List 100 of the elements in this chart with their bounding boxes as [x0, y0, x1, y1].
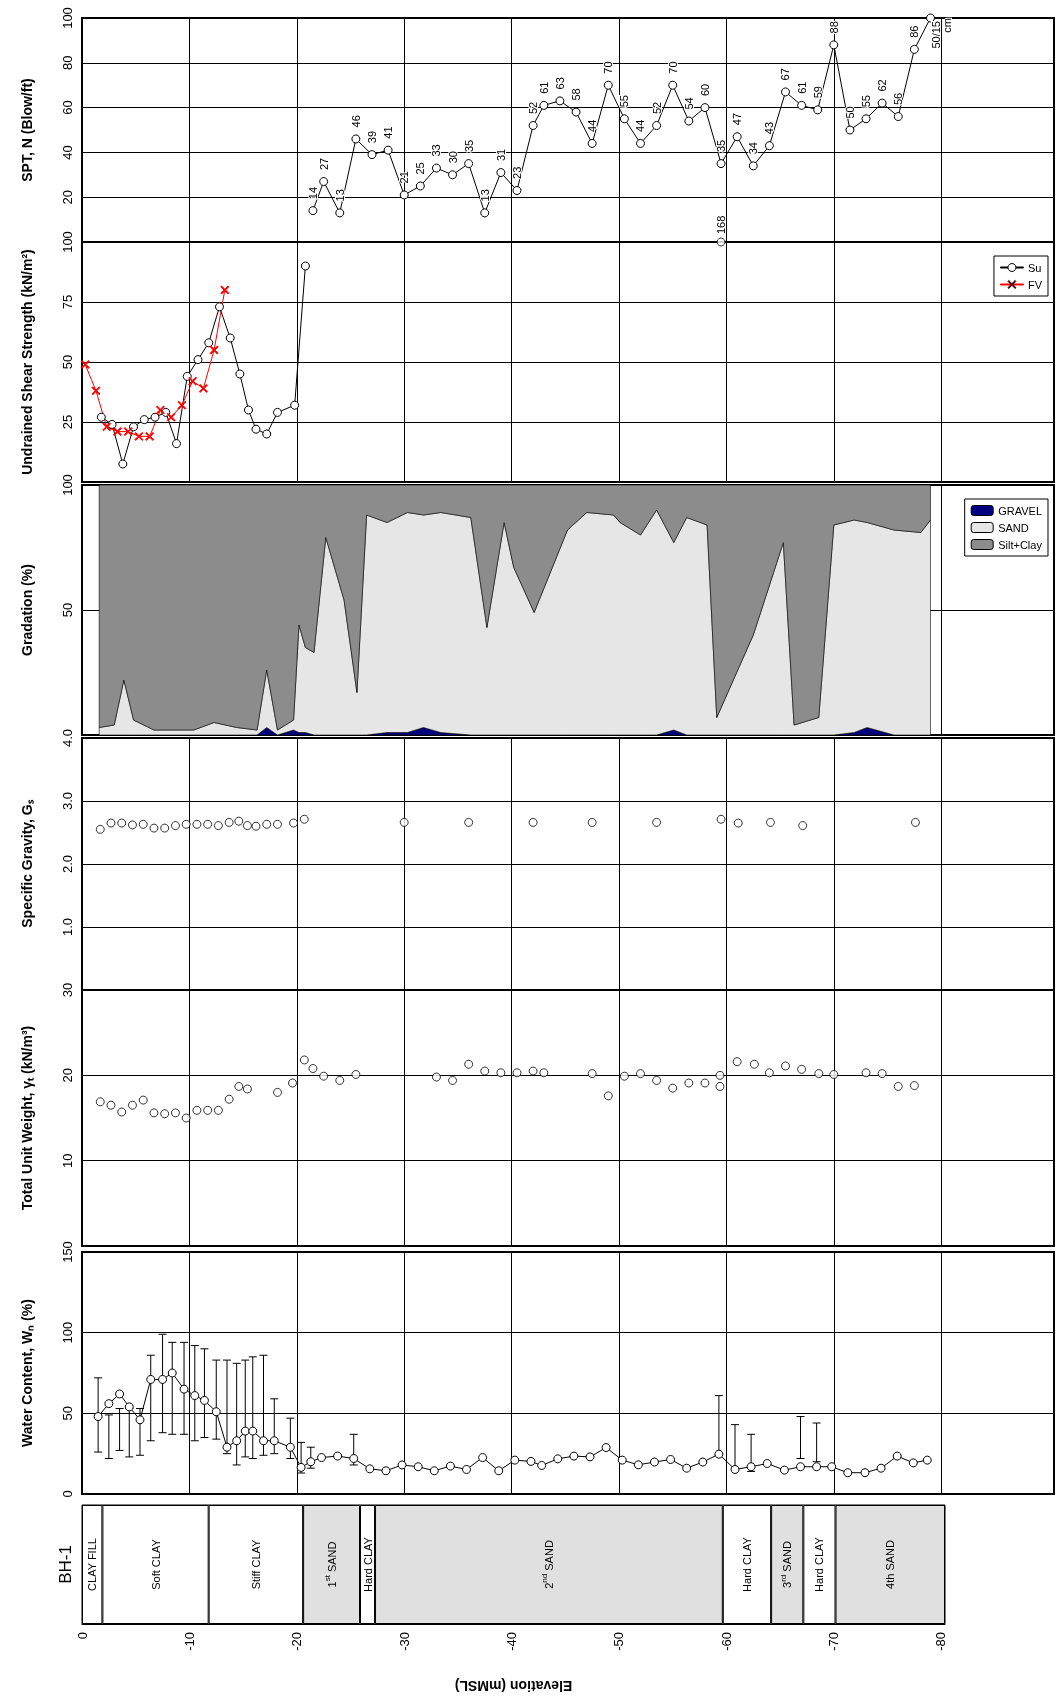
point — [300, 261, 310, 271]
x-tick-label: -70 — [825, 1632, 841, 1651]
data-label: 70 — [602, 61, 615, 74]
point — [603, 1091, 613, 1101]
point — [235, 369, 245, 379]
y-tick-label: 25 — [60, 414, 75, 430]
data-label: 43 — [763, 121, 776, 135]
series-label: Hard CLAY — [813, 1536, 826, 1592]
point — [666, 1454, 676, 1464]
legend-label: FV — [1027, 278, 1043, 291]
point — [892, 1451, 902, 1461]
point — [211, 1407, 221, 1417]
y-tick-label: 1.0 — [60, 917, 75, 937]
data-label: 39 — [365, 130, 378, 144]
series-label: Stiff CLAY — [249, 1538, 262, 1590]
point — [243, 405, 253, 415]
point — [248, 1426, 258, 1436]
point — [399, 190, 409, 200]
data-label: 61 — [795, 81, 808, 94]
point — [746, 1462, 756, 1472]
point — [160, 1109, 170, 1119]
point — [91, 386, 101, 396]
point — [893, 112, 903, 122]
point — [95, 1097, 105, 1107]
y-tick-label: 3.0 — [60, 791, 75, 811]
point — [603, 80, 613, 90]
point — [909, 44, 919, 54]
y-tick-label: 40 — [60, 145, 75, 160]
y-tick-label: 2.0 — [60, 854, 75, 874]
point — [649, 1457, 659, 1467]
point — [633, 1460, 643, 1470]
x-tick-label: -50 — [611, 1632, 627, 1651]
y-tick-label: 75 — [60, 294, 75, 310]
point — [716, 237, 726, 247]
data-label: 33 — [430, 144, 443, 157]
data-label: 88 — [827, 21, 840, 34]
point — [716, 159, 726, 169]
point — [104, 1399, 114, 1409]
series-label: 3rd SAND — [778, 1541, 794, 1588]
data-label: 55 — [860, 95, 873, 108]
data-label: 47 — [731, 112, 744, 126]
point — [496, 168, 506, 178]
point — [464, 159, 474, 169]
point — [251, 424, 261, 434]
point — [668, 80, 678, 90]
point — [319, 177, 329, 187]
series-label: CLAY FILL — [86, 1538, 99, 1591]
point — [220, 285, 230, 295]
series-label: 2nd SAND — [540, 1540, 555, 1589]
point — [922, 1455, 932, 1465]
data-label: 31 — [494, 148, 507, 162]
point — [779, 1465, 789, 1475]
data-label: 30 — [446, 151, 459, 164]
point — [188, 376, 198, 386]
point — [93, 1412, 103, 1422]
data-label: 41 — [382, 126, 395, 139]
point — [170, 1108, 180, 1118]
point — [333, 1451, 343, 1461]
x-tick-label: -30 — [396, 1632, 412, 1651]
point — [652, 1075, 662, 1085]
y-tick-label: 60 — [60, 100, 75, 115]
y-tick-label: 0 — [60, 1490, 75, 1498]
point — [139, 415, 149, 425]
point — [413, 1462, 423, 1472]
point — [288, 1078, 298, 1088]
point — [123, 427, 133, 437]
point — [397, 1460, 407, 1470]
point — [431, 163, 441, 173]
x-tick-label: -60 — [718, 1632, 734, 1651]
point — [732, 1057, 742, 1067]
point — [299, 1055, 309, 1065]
point — [134, 431, 144, 441]
point — [893, 1081, 903, 1091]
point — [877, 1069, 887, 1079]
point — [585, 1452, 595, 1462]
point — [796, 1462, 806, 1472]
point — [860, 1468, 870, 1478]
point — [242, 1084, 252, 1094]
point — [908, 1458, 918, 1468]
point — [749, 1059, 759, 1069]
data-label: 70 — [666, 61, 679, 74]
y-tick-label: 100 — [60, 231, 75, 253]
point — [224, 1094, 234, 1104]
point — [652, 121, 662, 131]
point — [166, 412, 176, 422]
point — [115, 1389, 125, 1399]
point — [199, 1395, 209, 1405]
point — [179, 1384, 189, 1394]
y-tick-label: 80 — [60, 55, 75, 71]
x-tick-label: -20 — [289, 1632, 305, 1651]
point — [155, 405, 165, 415]
point — [587, 138, 597, 148]
point — [214, 302, 224, 312]
point — [619, 114, 629, 124]
y-tick-label: 20 — [60, 189, 75, 205]
point — [512, 185, 522, 195]
point — [106, 1100, 116, 1110]
legend-label: SAND — [998, 521, 1029, 534]
y-axis-title: Specific Gravity, Gₛ — [19, 799, 35, 928]
point — [587, 1069, 597, 1079]
